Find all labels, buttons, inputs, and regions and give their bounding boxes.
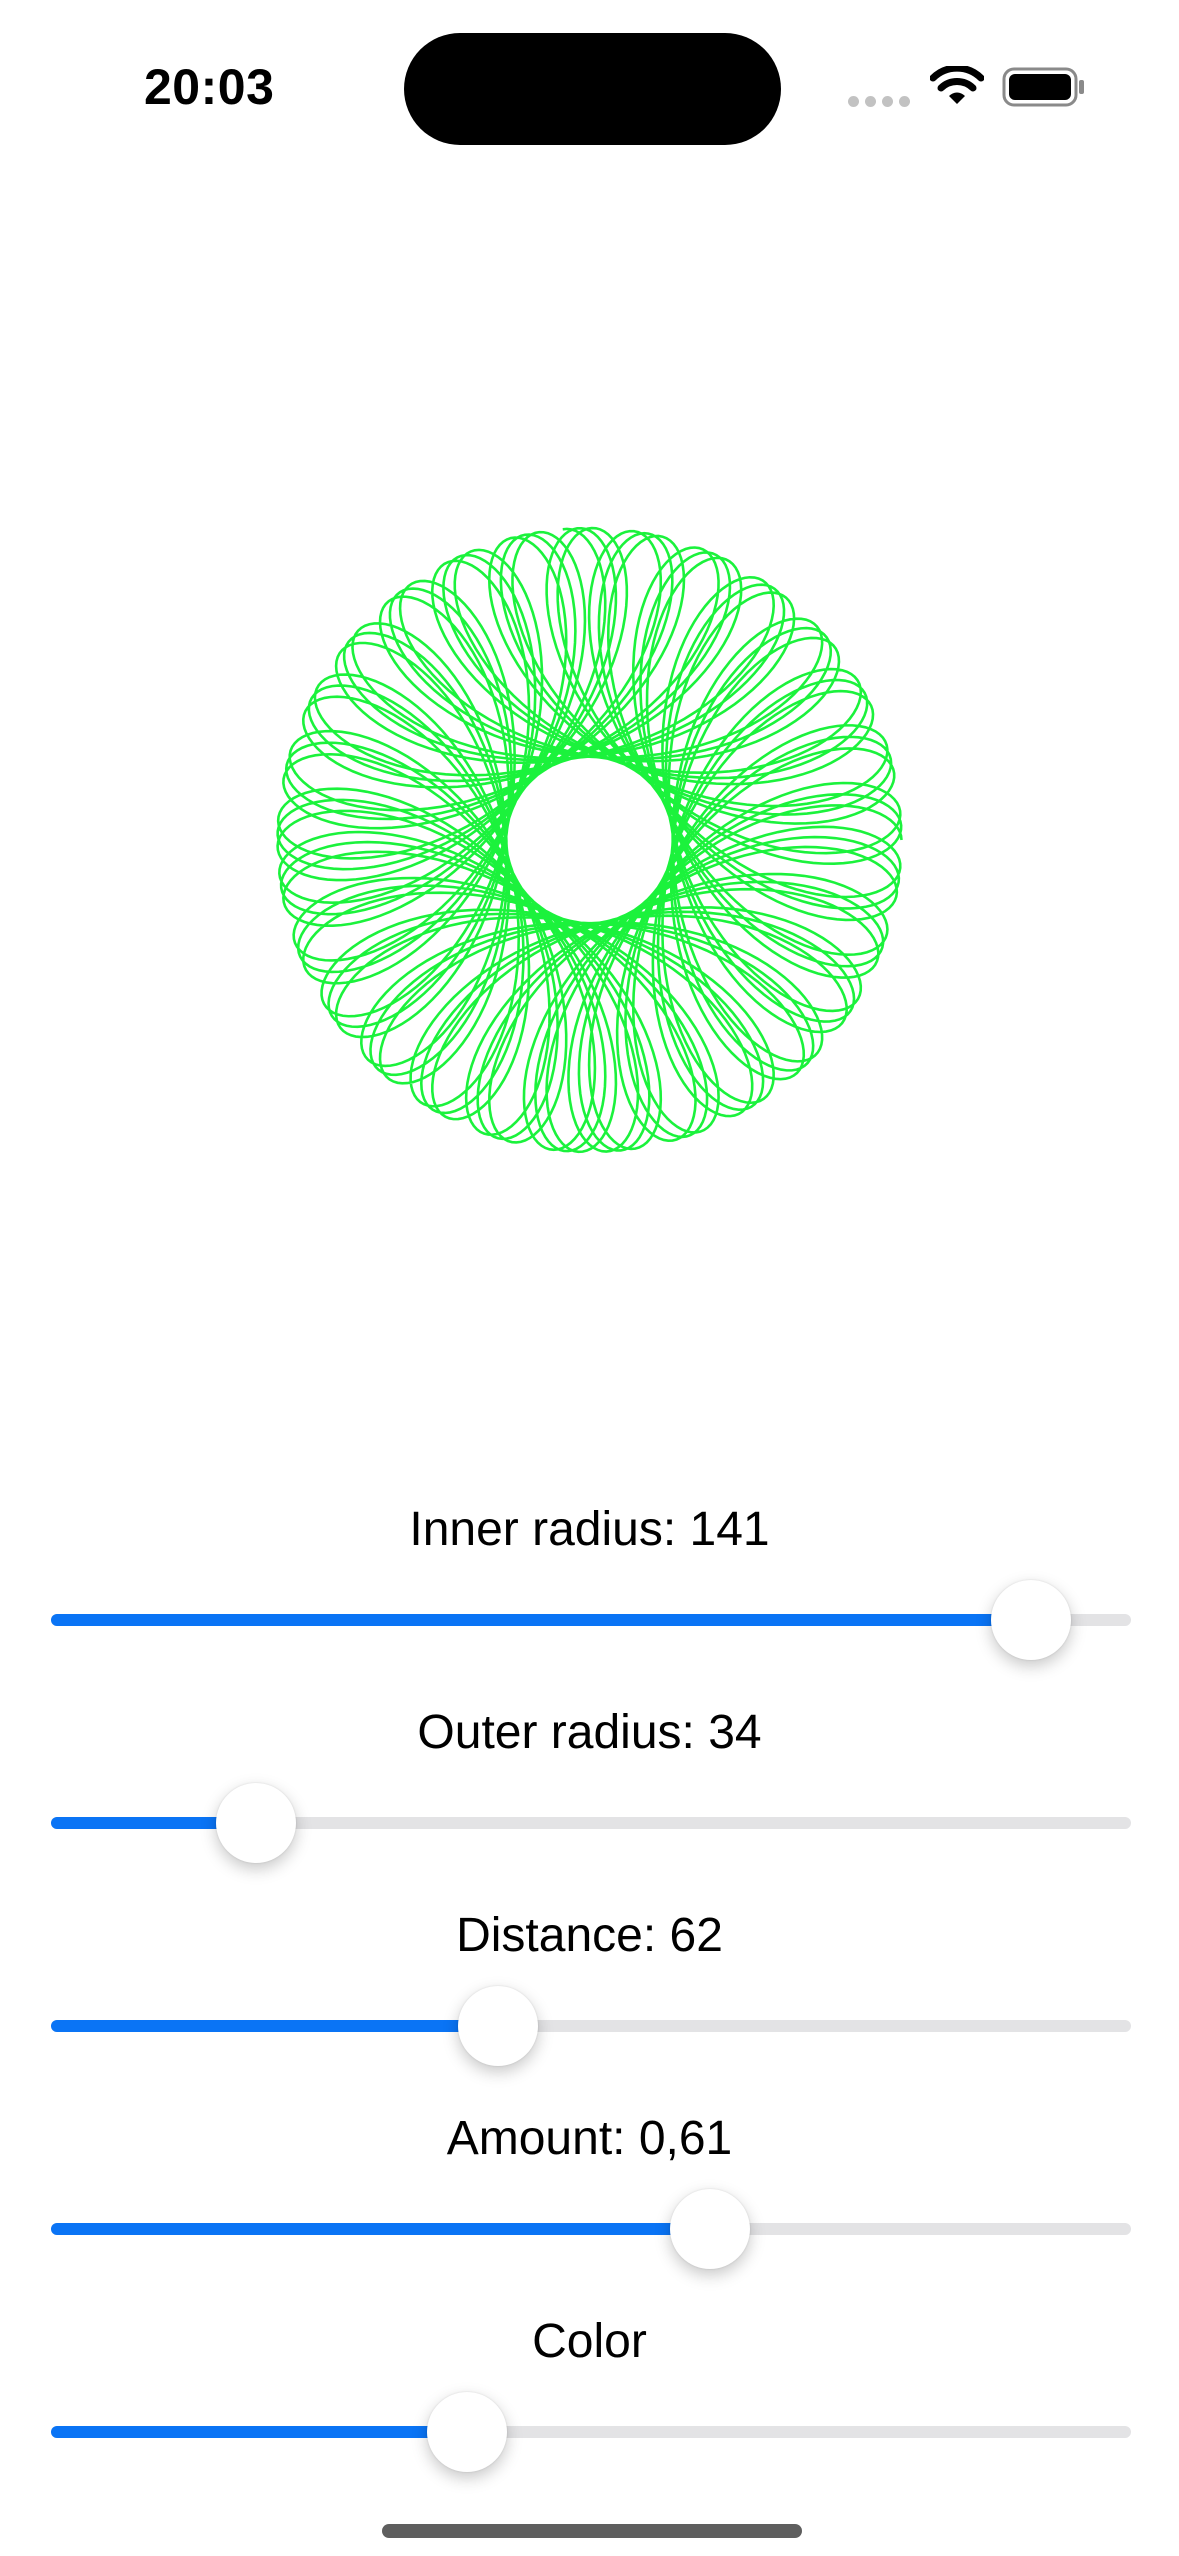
slider-thumb[interactable] [669, 2189, 750, 2269]
outer-radius-slider[interactable] [51, 1783, 1131, 1863]
slider-fill [51, 1614, 1031, 1626]
distance-control: Distance: 62 [0, 1906, 1179, 2106]
outer-radius-label: Outer radius: 34 [417, 1706, 762, 1759]
slider-thumb[interactable] [216, 1783, 297, 1863]
spirograph-drawing [276, 526, 903, 1154]
amount-label: Amount: 0,61 [446, 2112, 733, 2165]
inner-radius-control: Inner radius: 141 [0, 1500, 1179, 1700]
amount-control: Amount: 0,61 [0, 2109, 1179, 2309]
inner-radius-slider[interactable] [51, 1580, 1131, 1660]
battery-icon [1002, 67, 1084, 107]
slider-thumb[interactable] [458, 1986, 539, 2066]
slider-thumb[interactable] [990, 1580, 1071, 1660]
color-control: Color [0, 2312, 1179, 2512]
slider-thumb[interactable] [426, 2392, 507, 2472]
wifi-icon [930, 66, 984, 104]
distance-slider[interactable] [51, 1986, 1131, 2066]
spirograph-curve [276, 526, 903, 1154]
dynamic-island [404, 33, 781, 145]
distance-label: Distance: 62 [456, 1909, 723, 1962]
slider-fill [51, 2426, 467, 2438]
status-bar: 20:03 [0, 0, 1179, 170]
home-indicator[interactable] [382, 2524, 802, 2538]
slider-fill [51, 2223, 710, 2235]
amount-slider[interactable] [51, 2189, 1131, 2269]
cellular-dots-icon [848, 96, 910, 107]
slider-fill [51, 2020, 499, 2032]
slider-fill [51, 1817, 257, 1829]
color-label: Color [532, 2315, 647, 2368]
outer-radius-control: Outer radius: 34 [0, 1703, 1179, 1903]
inner-radius-label: Inner radius: 141 [409, 1503, 770, 1556]
status-time: 20:03 [144, 59, 275, 115]
spirograph-canvas [0, 300, 1179, 1380]
color-slider[interactable] [51, 2392, 1131, 2472]
slider-track [51, 1817, 1131, 1829]
